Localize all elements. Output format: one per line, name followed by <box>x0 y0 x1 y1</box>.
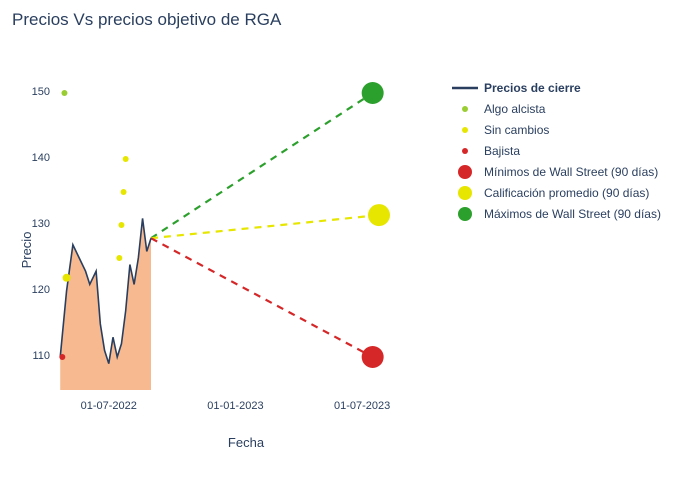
legend-label: Mínimos de Wall Street (90 días) <box>484 165 658 179</box>
legend-swatch <box>450 186 480 200</box>
rating-dot <box>121 189 127 195</box>
projection-line-max <box>151 93 373 238</box>
legend-label: Sin cambios <box>484 123 549 137</box>
rating-dot <box>123 156 129 162</box>
legend-label: Máximos de Wall Street (90 días) <box>484 207 661 221</box>
legend-item[interactable]: Algo alcista <box>450 99 661 119</box>
legend-swatch <box>450 102 480 116</box>
legend-swatch <box>450 207 480 221</box>
rating-dot <box>116 255 122 261</box>
y-tick: 130 <box>16 218 50 230</box>
legend-label: Bajista <box>484 144 520 158</box>
projection-dot-max <box>362 82 384 104</box>
legend-label: Algo alcista <box>484 102 545 116</box>
rating-dot <box>59 354 65 360</box>
legend-item[interactable]: Sin cambios <box>450 120 661 140</box>
plot-svg <box>56 60 436 390</box>
legend-swatch <box>450 81 480 95</box>
chart-title: Precios Vs precios objetivo de RGA <box>12 10 281 30</box>
chart-container: Precios Vs precios objetivo de RGA Preci… <box>0 0 700 500</box>
legend-item[interactable]: Mínimos de Wall Street (90 días) <box>450 162 661 182</box>
y-tick: 120 <box>16 284 50 296</box>
projection-dot-avg <box>368 204 390 226</box>
legend-item[interactable]: Calificación promedio (90 días) <box>450 183 661 203</box>
legend-swatch <box>450 144 480 158</box>
y-axis-label: Precio <box>19 232 34 269</box>
legend-item[interactable]: Máximos de Wall Street (90 días) <box>450 204 661 224</box>
legend-label: Precios de cierre <box>484 81 581 95</box>
legend-item[interactable]: Precios de cierre <box>450 78 661 98</box>
projection-line-avg <box>151 215 379 238</box>
x-tick: 01-07-2022 <box>81 400 137 412</box>
x-axis-label: Fecha <box>56 435 436 450</box>
legend-label: Calificación promedio (90 días) <box>484 186 649 200</box>
rating-dot <box>63 274 71 282</box>
y-tick: 150 <box>16 86 50 98</box>
x-tick: 01-07-2023 <box>334 400 390 412</box>
legend-swatch <box>450 123 480 137</box>
y-tick: 140 <box>16 152 50 164</box>
projection-line-min <box>151 238 373 357</box>
rating-dot <box>61 90 67 96</box>
legend-item[interactable]: Bajista <box>450 141 661 161</box>
projection-dot-min <box>362 346 384 368</box>
price-area <box>60 218 151 390</box>
x-tick: 01-01-2023 <box>207 400 263 412</box>
plot-area: 11012013014015001-07-202201-01-202301-07… <box>56 60 436 390</box>
legend-swatch <box>450 165 480 179</box>
legend: Precios de cierre Algo alcista Sin cambios… <box>450 78 661 225</box>
rating-dot <box>118 222 124 228</box>
y-tick: 110 <box>16 350 50 362</box>
